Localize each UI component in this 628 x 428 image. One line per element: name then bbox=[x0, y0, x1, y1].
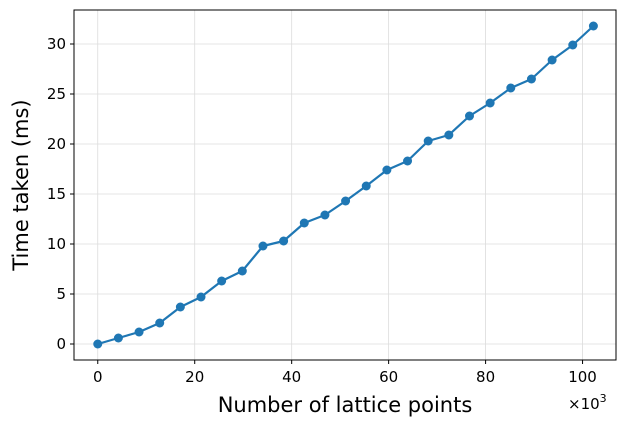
data-point bbox=[485, 98, 495, 108]
data-point bbox=[279, 236, 289, 246]
data-point bbox=[134, 327, 144, 337]
grid-lines bbox=[74, 10, 616, 360]
data-point bbox=[217, 276, 227, 286]
data-point bbox=[444, 130, 454, 140]
y-tick-label: 25 bbox=[47, 85, 66, 103]
x-axis-ticks: 0 20 40 60 80 100 bbox=[93, 360, 597, 386]
data-point bbox=[588, 21, 598, 31]
x-tick-label: 40 bbox=[282, 368, 301, 386]
data-point bbox=[341, 196, 351, 206]
data-point bbox=[526, 74, 536, 84]
y-tick-label: 20 bbox=[47, 135, 66, 153]
x-axis-multiplier: ×103 bbox=[568, 392, 607, 413]
y-tick-label: 10 bbox=[47, 235, 66, 253]
data-point bbox=[93, 339, 103, 349]
data-point bbox=[403, 156, 413, 166]
data-point bbox=[258, 241, 268, 251]
data-point bbox=[320, 210, 330, 220]
y-tick-label: 5 bbox=[56, 285, 66, 303]
y-axis-ticks: 0 5 10 15 20 25 30 bbox=[47, 35, 74, 353]
series-layer bbox=[93, 21, 598, 349]
x-axis-multiplier-exponent: 3 bbox=[600, 392, 607, 405]
data-point bbox=[175, 302, 185, 312]
data-point bbox=[423, 136, 433, 146]
x-axis-multiplier-base: ×10 bbox=[568, 395, 600, 413]
data-point bbox=[568, 40, 578, 50]
data-point bbox=[113, 333, 123, 343]
x-tick-label: 80 bbox=[476, 368, 495, 386]
plot-frame bbox=[73, 9, 617, 361]
data-point bbox=[299, 218, 309, 228]
data-point bbox=[155, 318, 165, 328]
y-tick-label: 0 bbox=[56, 335, 66, 353]
data-point bbox=[361, 181, 371, 191]
data-point bbox=[547, 55, 557, 65]
x-tick-label: 60 bbox=[379, 368, 398, 386]
data-point bbox=[464, 111, 474, 121]
x-tick-label: 20 bbox=[185, 368, 204, 386]
data-point bbox=[196, 292, 206, 302]
data-point bbox=[382, 165, 392, 175]
x-axis-label: Number of lattice points bbox=[218, 393, 473, 417]
x-tick-label: 0 bbox=[93, 368, 103, 386]
data-point bbox=[237, 266, 247, 276]
y-axis-label: Time taken (ms) bbox=[9, 99, 33, 271]
plot-background bbox=[74, 10, 616, 360]
x-tick-label: 100 bbox=[568, 368, 597, 386]
data-point bbox=[506, 83, 516, 93]
y-tick-label: 30 bbox=[47, 35, 66, 53]
y-tick-label: 15 bbox=[47, 185, 66, 203]
